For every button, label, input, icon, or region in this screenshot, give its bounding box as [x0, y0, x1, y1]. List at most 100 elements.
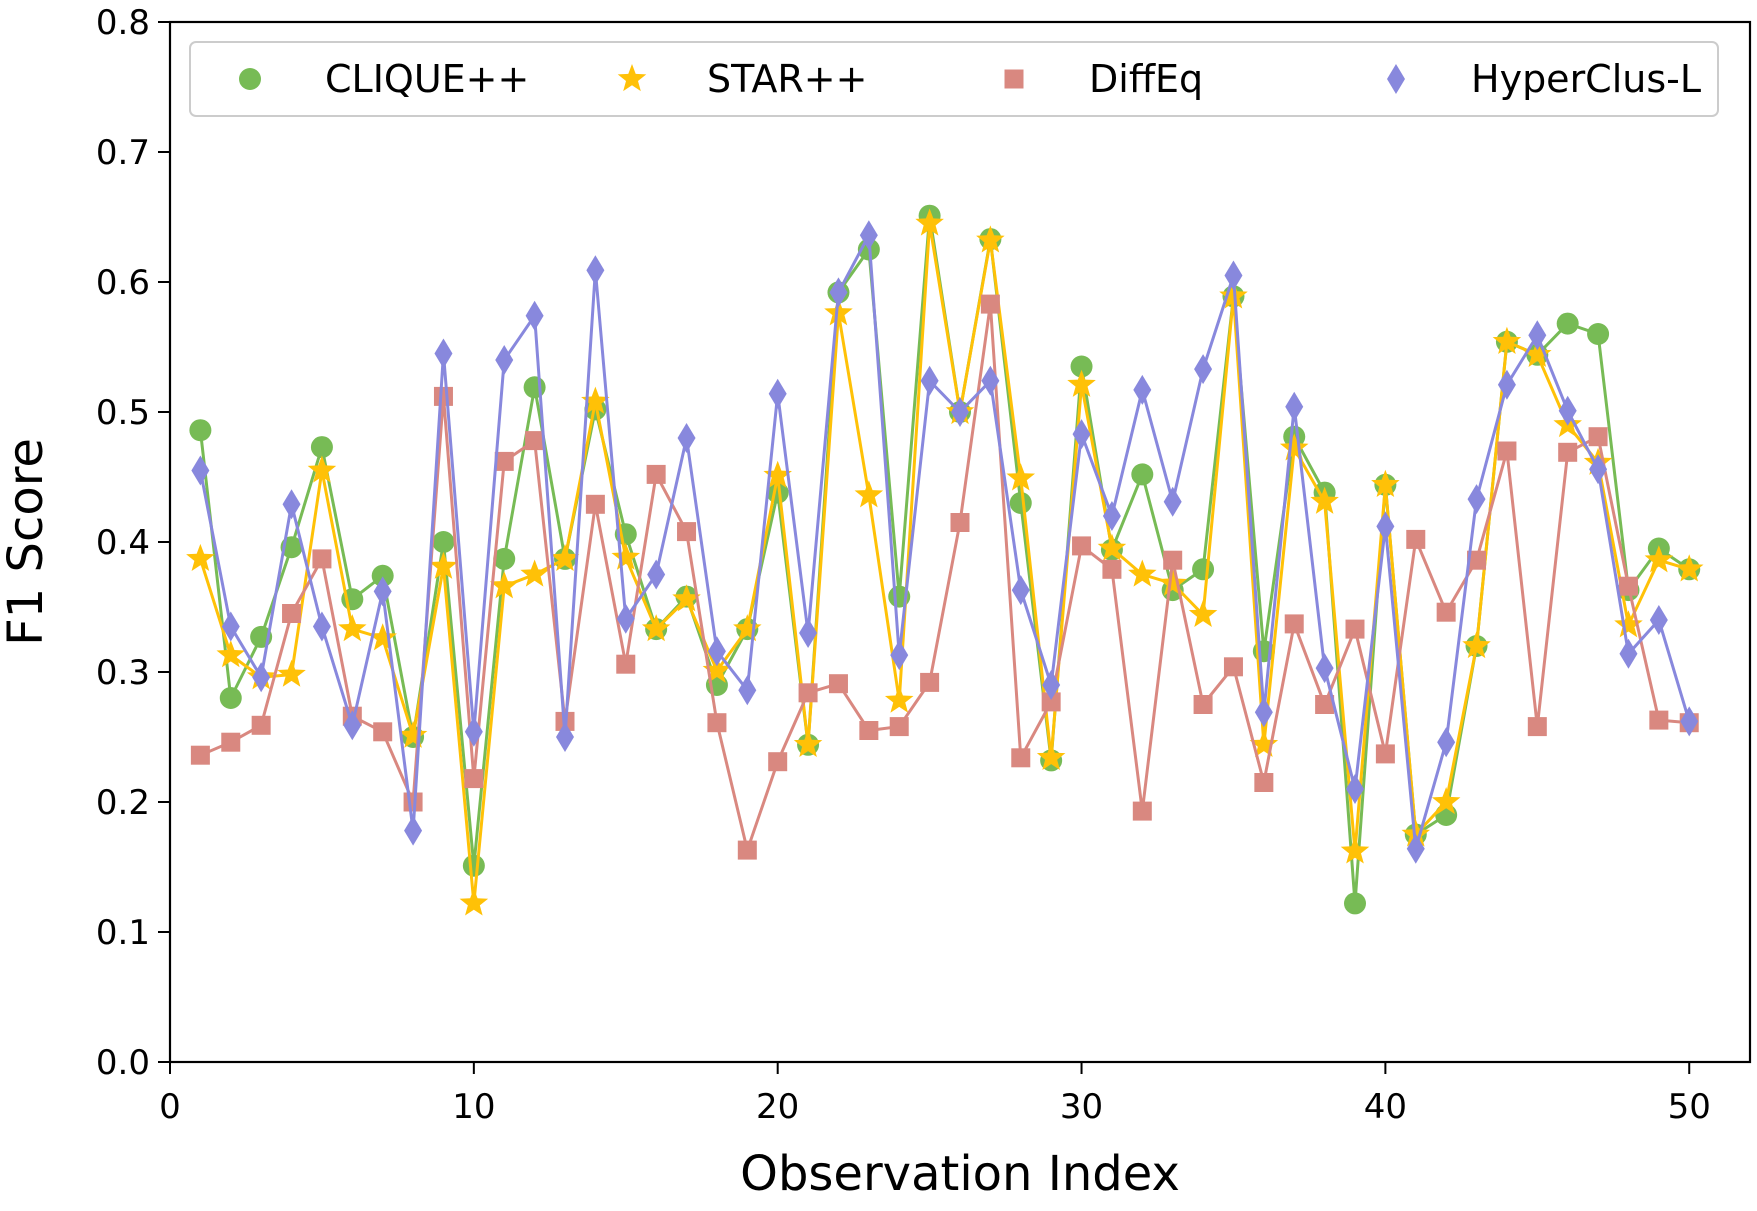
data-point-DiffEq — [1649, 710, 1669, 730]
data-point-CLIQUE++ — [523, 376, 546, 399]
series-line-STAR++ — [198, 223, 1690, 904]
data-point-DiffEq — [251, 715, 271, 735]
ticks-layer: 0 10 20 30 40 50 0.0 0.1 0.2 0.3 0.4 0.5 0.6 0.7 0.8 — [96, 3, 1711, 1127]
data-point-DiffEq — [1558, 442, 1578, 462]
y-tick-label: 0.6 — [96, 263, 150, 303]
data-point-DiffEq — [1375, 744, 1395, 764]
data-point-HyperClus-L — [1011, 575, 1030, 606]
data-point-HyperClus-L — [890, 640, 909, 671]
data-point-DiffEq — [859, 721, 879, 740]
data-point-STAR++ — [1097, 533, 1127, 561]
data-point-DiffEq — [1406, 529, 1426, 549]
data-point-HyperClus-L — [768, 378, 787, 409]
data-point-STAR++ — [1006, 463, 1036, 491]
legend-entry: HyperClus-L — [1387, 57, 1701, 101]
data-point-HyperClus-L — [1528, 320, 1547, 351]
data-point-STAR++ — [1249, 729, 1279, 757]
series-line-HyperClus-L — [198, 229, 1691, 850]
data-point-HyperClus-L — [464, 716, 483, 747]
data-point-DiffEq — [1588, 427, 1608, 447]
data-point-STAR++ — [1371, 469, 1400, 497]
data-point-STAR++ — [307, 455, 337, 483]
data-point-HyperClus-L — [191, 455, 210, 486]
data-point-HyperClus-L — [1680, 706, 1699, 737]
data-point-HyperClus-L — [525, 300, 544, 331]
data-point-HyperClus-L — [1254, 697, 1273, 728]
data-point-DiffEq — [1041, 692, 1061, 712]
data-point-STAR++ — [641, 614, 671, 642]
data-point-DiffEq — [889, 717, 909, 737]
data-point-DiffEq — [1102, 559, 1122, 579]
series-line-DiffEq — [199, 303, 1690, 856]
data-point-DiffEq — [1345, 619, 1365, 639]
data-point-STAR++ — [459, 888, 489, 916]
data-point-STAR++ — [1188, 599, 1218, 627]
data-point-HyperClus-L — [1376, 511, 1395, 542]
data-point-STAR++ — [186, 543, 215, 572]
data-point-STAR++ — [1492, 326, 1522, 354]
legend-marker-DiffEq — [1004, 69, 1024, 89]
data-point-DiffEq — [282, 604, 302, 623]
data-point-HyperClus-L — [1163, 486, 1182, 517]
data-point-STAR++ — [763, 460, 792, 488]
data-point-DiffEq — [433, 386, 453, 406]
legend: CLIQUE++ STAR++ DiffEq HyperClus-L — [189, 41, 1719, 117]
data-point-STAR++ — [520, 559, 549, 587]
data-point-DiffEq — [1011, 748, 1031, 768]
data-point-DiffEq — [525, 431, 545, 451]
plot-frame — [168, 20, 1752, 1064]
series-layer — [186, 204, 1704, 916]
data-point-DiffEq — [646, 464, 666, 484]
data-point-HyperClus-L — [859, 220, 878, 251]
x-tick-label: 10 — [452, 1087, 495, 1127]
data-point-DiffEq — [1132, 801, 1152, 821]
data-point-STAR++ — [1067, 369, 1096, 397]
data-point-STAR++ — [1523, 339, 1552, 367]
data-point-STAR++ — [1644, 545, 1674, 573]
x-axis-label: Observation Index — [740, 1146, 1180, 1202]
data-point-DiffEq — [190, 745, 210, 765]
data-point-HyperClus-L — [1102, 501, 1121, 531]
series-HyperClus-L — [191, 220, 1699, 864]
data-point-STAR++ — [429, 551, 458, 579]
y-tick-label: 0.2 — [96, 783, 150, 823]
data-point-DiffEq — [1467, 550, 1487, 570]
data-point-STAR++ — [1158, 568, 1187, 596]
x-tick-label: 50 — [1668, 1087, 1711, 1127]
data-point-DiffEq — [1254, 773, 1274, 792]
y-axis-label: F1 Score — [0, 438, 54, 646]
data-point-STAR++ — [581, 386, 610, 414]
data-point-STAR++ — [398, 720, 428, 748]
data-point-CLIQUE++ — [1344, 892, 1366, 915]
data-point-STAR++ — [854, 480, 884, 508]
data-point-HyperClus-L — [1072, 419, 1091, 450]
data-point-DiffEq — [1193, 695, 1213, 714]
legend-entry: STAR++ — [617, 57, 867, 101]
data-point-CLIQUE++ — [1192, 558, 1215, 581]
data-point-HyperClus-L — [799, 618, 818, 648]
data-point-DiffEq — [1163, 550, 1183, 570]
y-tick-label: 0.0 — [96, 1043, 150, 1083]
legend-box — [189, 41, 1719, 117]
data-point-DiffEq — [373, 722, 393, 742]
x-tick-label: 30 — [1060, 1087, 1103, 1127]
data-point-HyperClus-L — [252, 662, 271, 693]
data-point-CLIQUE++ — [1131, 463, 1154, 486]
x-tick-label: 40 — [1364, 1087, 1407, 1127]
data-point-HyperClus-L — [373, 576, 392, 607]
data-point-HyperClus-L — [707, 636, 726, 667]
data-point-DiffEq — [768, 752, 788, 772]
data-point-STAR++ — [216, 640, 246, 668]
x-tick-label: 20 — [756, 1087, 799, 1127]
data-point-HyperClus-L — [343, 710, 362, 741]
data-point-HyperClus-L — [1194, 354, 1213, 385]
data-point-HyperClus-L — [556, 722, 574, 752]
data-point-HyperClus-L — [951, 397, 969, 427]
data-point-STAR++ — [793, 729, 823, 757]
data-point-DiffEq — [1527, 717, 1547, 737]
data-point-HyperClus-L — [404, 815, 423, 846]
data-point-HyperClus-L — [829, 277, 848, 308]
data-point-HyperClus-L — [282, 489, 301, 520]
data-point-HyperClus-L — [1558, 395, 1577, 426]
